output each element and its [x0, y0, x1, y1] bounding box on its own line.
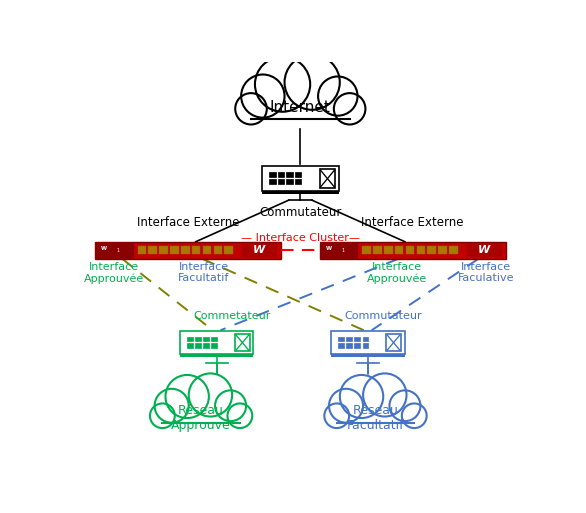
Bar: [170, 246, 179, 254]
Bar: [438, 246, 447, 254]
Text: Internet: Internet: [270, 100, 331, 115]
Bar: [320, 169, 335, 188]
Circle shape: [189, 373, 232, 417]
Bar: [355, 337, 360, 341]
FancyBboxPatch shape: [247, 97, 353, 122]
Circle shape: [215, 390, 246, 421]
Circle shape: [227, 403, 253, 428]
Bar: [295, 180, 301, 184]
Text: W: W: [326, 246, 332, 251]
Bar: [386, 334, 401, 351]
Text: Réseau
Approuvé: Réseau Approuvé: [171, 404, 231, 432]
Circle shape: [241, 74, 285, 117]
Text: Commutateur: Commutateur: [259, 206, 342, 219]
Circle shape: [363, 373, 407, 417]
Text: Interface Externe: Interface Externe: [137, 215, 239, 229]
Bar: [159, 246, 168, 254]
Bar: [417, 246, 425, 254]
Circle shape: [255, 57, 310, 112]
Bar: [278, 172, 284, 177]
Text: — Interface Cluster—: — Interface Cluster—: [241, 232, 360, 243]
Bar: [270, 180, 275, 184]
Bar: [467, 243, 502, 257]
Bar: [363, 343, 369, 348]
Bar: [287, 172, 292, 177]
Bar: [192, 246, 200, 254]
Text: Commutateur: Commutateur: [345, 311, 422, 321]
Bar: [195, 343, 201, 348]
Circle shape: [334, 93, 366, 125]
Bar: [261, 191, 339, 194]
Bar: [320, 242, 359, 259]
Text: Interface
Facultatif: Interface Facultatif: [178, 262, 229, 283]
Bar: [203, 337, 209, 341]
Bar: [180, 354, 253, 357]
Bar: [346, 337, 352, 341]
Bar: [212, 337, 217, 341]
Text: 1: 1: [117, 248, 120, 253]
Bar: [203, 246, 211, 254]
Bar: [355, 343, 360, 348]
Text: 1: 1: [342, 248, 345, 253]
Bar: [384, 246, 393, 254]
Text: Interface
Faculative: Interface Faculative: [458, 262, 515, 283]
Bar: [427, 246, 436, 254]
Bar: [362, 246, 371, 254]
Circle shape: [390, 390, 420, 421]
Circle shape: [340, 375, 383, 418]
FancyBboxPatch shape: [159, 406, 243, 426]
Bar: [187, 337, 193, 341]
Bar: [406, 246, 414, 254]
Bar: [95, 242, 281, 259]
Circle shape: [285, 55, 340, 110]
Bar: [213, 246, 222, 254]
Bar: [338, 337, 344, 341]
Bar: [331, 354, 404, 357]
Bar: [449, 246, 458, 254]
Circle shape: [235, 93, 267, 125]
Circle shape: [402, 403, 427, 428]
Bar: [148, 246, 157, 254]
Bar: [224, 246, 233, 254]
Bar: [270, 172, 275, 177]
Text: W: W: [253, 245, 265, 255]
Text: Interface
Approuvée: Interface Approuvée: [367, 262, 427, 284]
Bar: [203, 343, 209, 348]
Bar: [138, 246, 146, 254]
Text: Interface Externe: Interface Externe: [362, 215, 464, 229]
Circle shape: [318, 76, 357, 115]
Bar: [346, 343, 352, 348]
Bar: [338, 343, 344, 348]
Text: Interface
Approuvée: Interface Approuvée: [84, 262, 145, 284]
Bar: [287, 180, 292, 184]
Circle shape: [324, 403, 349, 428]
Bar: [295, 172, 301, 177]
Bar: [212, 343, 217, 348]
FancyBboxPatch shape: [333, 406, 417, 426]
Bar: [95, 242, 134, 259]
Bar: [395, 246, 403, 254]
Bar: [373, 246, 381, 254]
Bar: [181, 246, 189, 254]
Text: Réseau
Facultatif: Réseau Facultatif: [347, 404, 404, 432]
Bar: [242, 243, 277, 257]
Bar: [180, 331, 253, 354]
Text: Commetateur: Commetateur: [193, 311, 271, 321]
Bar: [261, 166, 339, 191]
Circle shape: [165, 375, 209, 418]
Bar: [363, 337, 369, 341]
Bar: [235, 334, 250, 351]
Bar: [331, 331, 404, 354]
Bar: [320, 242, 506, 259]
Text: W: W: [101, 246, 107, 251]
Circle shape: [155, 389, 189, 423]
Bar: [187, 343, 193, 348]
Circle shape: [329, 389, 363, 423]
Text: W: W: [478, 245, 490, 255]
Circle shape: [150, 403, 175, 428]
Bar: [278, 180, 284, 184]
Bar: [195, 337, 201, 341]
